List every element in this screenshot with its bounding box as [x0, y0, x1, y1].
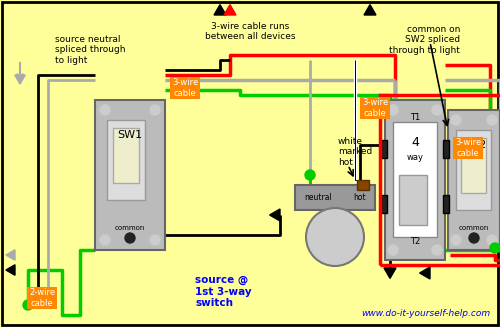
- Bar: [443, 140, 449, 158]
- Circle shape: [487, 235, 497, 245]
- Circle shape: [100, 105, 110, 115]
- Bar: [461, 138, 486, 193]
- Polygon shape: [270, 209, 280, 221]
- Text: T2: T2: [410, 237, 420, 247]
- Text: 2-wire
cable: 2-wire cable: [29, 288, 55, 308]
- Polygon shape: [6, 265, 15, 275]
- Bar: [357, 180, 369, 190]
- Circle shape: [469, 233, 479, 243]
- Bar: [399, 175, 427, 225]
- Bar: [381, 140, 387, 158]
- Polygon shape: [6, 250, 15, 260]
- Polygon shape: [364, 5, 376, 15]
- Circle shape: [451, 115, 461, 125]
- Text: 3-wire
cable: 3-wire cable: [172, 78, 198, 98]
- Bar: [385, 100, 445, 260]
- Bar: [443, 195, 449, 213]
- Text: way: way: [406, 152, 424, 162]
- Text: T1: T1: [410, 113, 420, 123]
- Bar: [456, 130, 491, 210]
- Polygon shape: [224, 5, 236, 15]
- Circle shape: [432, 105, 442, 115]
- Text: source neutral
spliced through
to light: source neutral spliced through to light: [55, 35, 126, 65]
- Text: 3-wire cable runs
between all devices: 3-wire cable runs between all devices: [205, 22, 295, 42]
- Polygon shape: [384, 268, 396, 278]
- Polygon shape: [15, 75, 25, 84]
- Bar: [381, 195, 387, 213]
- Bar: [380, 95, 500, 265]
- Bar: [95, 100, 165, 250]
- Circle shape: [388, 245, 398, 255]
- Circle shape: [388, 105, 398, 115]
- Circle shape: [150, 105, 160, 115]
- Circle shape: [490, 243, 500, 253]
- Bar: [448, 110, 500, 250]
- Circle shape: [125, 233, 135, 243]
- Bar: [113, 128, 139, 183]
- Text: neutral: neutral: [304, 194, 332, 202]
- Bar: [107, 120, 145, 200]
- Ellipse shape: [306, 208, 364, 266]
- Text: white
marked
hot: white marked hot: [338, 137, 372, 167]
- Polygon shape: [420, 267, 430, 279]
- Circle shape: [432, 245, 442, 255]
- Text: common on
SW2 spliced
through to light: common on SW2 spliced through to light: [389, 25, 460, 55]
- Bar: [295, 185, 375, 210]
- Bar: [393, 122, 437, 237]
- Text: 3-wire
cable: 3-wire cable: [362, 98, 388, 118]
- Text: 4: 4: [411, 135, 419, 148]
- Text: common: common: [115, 225, 145, 231]
- Circle shape: [150, 235, 160, 245]
- Circle shape: [487, 115, 497, 125]
- Circle shape: [23, 300, 33, 310]
- Circle shape: [305, 170, 315, 180]
- Text: SW1: SW1: [118, 130, 142, 140]
- Text: common: common: [459, 225, 489, 231]
- Text: source @
1st 3-way
switch: source @ 1st 3-way switch: [195, 275, 252, 308]
- Circle shape: [100, 235, 110, 245]
- Text: www.do-it-yourself-help.com: www.do-it-yourself-help.com: [361, 309, 490, 318]
- Text: SW2: SW2: [462, 140, 486, 150]
- Circle shape: [451, 235, 461, 245]
- Text: 3-wire
cable: 3-wire cable: [455, 138, 481, 158]
- Polygon shape: [214, 5, 226, 15]
- Text: hot: hot: [354, 194, 366, 202]
